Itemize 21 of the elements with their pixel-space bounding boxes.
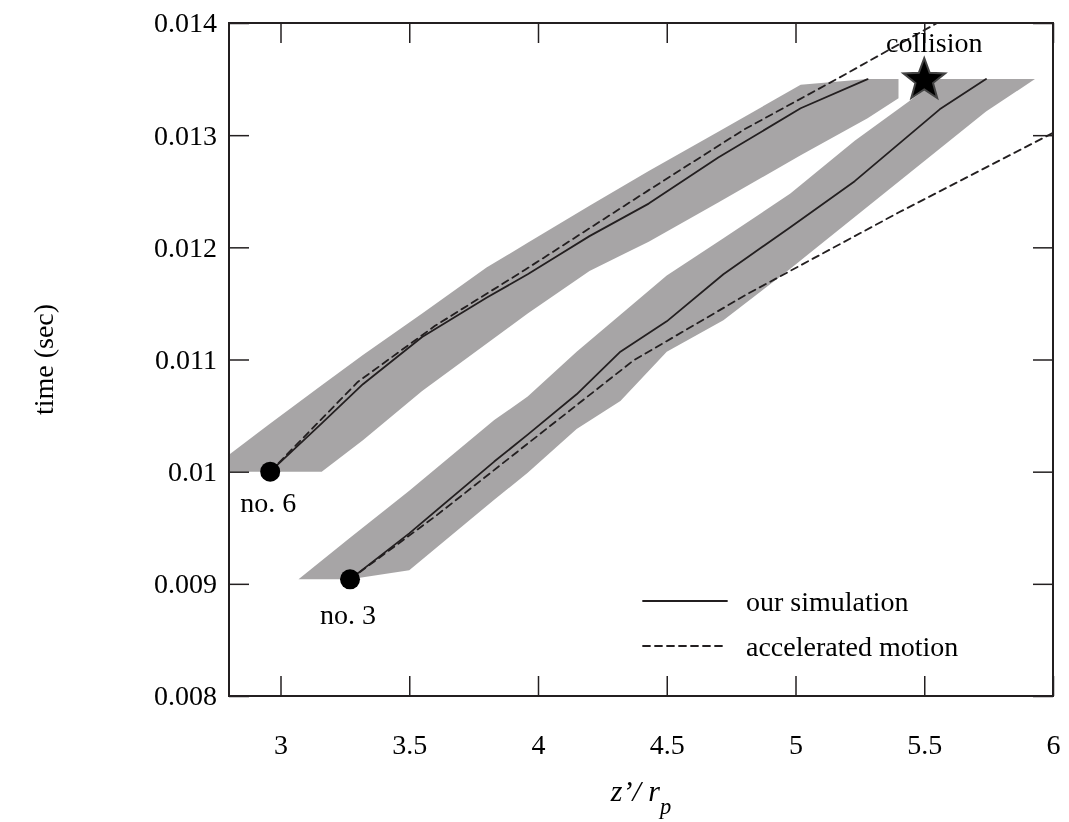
x-tick-label: 3.5: [392, 728, 428, 760]
y-tick-label: 0.011: [155, 343, 217, 375]
annotation: collision: [886, 27, 983, 59]
legend-label: our simulation: [746, 585, 909, 617]
y-tick-label: 0.008: [154, 680, 217, 712]
x-tick-label: 4.5: [649, 728, 685, 760]
x-tick-label: 6: [1046, 728, 1061, 760]
y-tick-label: 0.009: [154, 568, 217, 600]
annotation: no. 3: [320, 599, 377, 631]
annotation: no. 6: [240, 486, 297, 518]
x-tick-label: 3: [274, 728, 288, 760]
y-tick-label: 0.012: [154, 231, 217, 263]
x-tick-label: 5: [789, 728, 803, 760]
y-axis-title: time (sec): [28, 303, 59, 416]
x-axis-title: z’/ r$_{p}$: [609, 774, 672, 819]
y-tick-label: 0.01: [168, 456, 217, 488]
x-tick-label: 5.5: [907, 728, 943, 760]
y-tick-label: 0.013: [154, 119, 217, 151]
x-tick-label: 4: [531, 728, 546, 760]
y-tick-label: 0.014: [154, 7, 217, 39]
legend-label: accelerated motion: [746, 630, 959, 662]
